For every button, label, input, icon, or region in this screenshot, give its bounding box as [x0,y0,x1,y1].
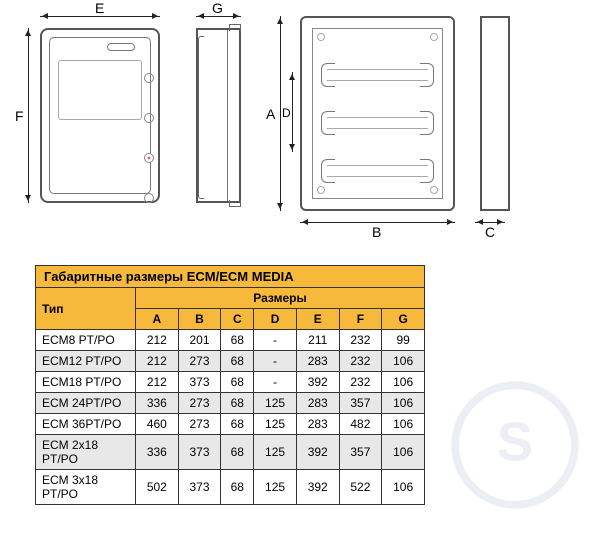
cell-value: 68 [221,372,254,393]
dim-label-D: D [282,106,291,120]
cell-value: 201 [178,330,221,351]
cell-value: 273 [178,414,221,435]
cell-value: 212 [136,372,179,393]
cell-value: 106 [382,393,425,414]
cell-value: 373 [178,470,221,505]
cell-value: 283 [296,414,339,435]
cell-value: 68 [221,330,254,351]
table-row: ECM 2x18 PT/PO33637368125392357106 [36,435,425,470]
cell-value: 211 [296,330,339,351]
cell-type: ECM8 PT/PO [36,330,136,351]
dim-label-C: C [485,224,495,240]
watermark: S [450,380,580,510]
cell-type: ECM 24PT/PO [36,393,136,414]
diagram-front-closed: E F [25,10,170,220]
table-row: ECM8 PT/PO21220168-21123299 [36,330,425,351]
cell-value: 68 [221,435,254,470]
col-header-sizes: Размеры [136,288,425,309]
cell-type: ECM12 PT/PO [36,351,136,372]
cell-value: 460 [136,414,179,435]
cell-value: 392 [296,435,339,470]
col-header-type: Тип [36,288,136,330]
cell-value: 106 [382,351,425,372]
cell-value: 106 [382,435,425,470]
dim-label-G: G [212,0,223,16]
cell-value: 125 [254,414,297,435]
cell-value: 68 [221,393,254,414]
cell-value: 392 [296,372,339,393]
cell-value: 392 [296,470,339,505]
cell-value: 212 [136,351,179,372]
cell-type: ECM18 PT/PO [36,372,136,393]
cell-value: 68 [221,351,254,372]
col-header-D: D [254,309,297,330]
cell-value: 232 [339,372,382,393]
svg-text:S: S [497,412,533,473]
cell-value: - [254,372,297,393]
cell-value: 502 [136,470,179,505]
cell-value: 273 [178,351,221,372]
cell-value: 373 [178,372,221,393]
dim-label-E: E [95,0,104,16]
cell-value: 232 [339,330,382,351]
cell-value: - [254,330,297,351]
cell-value: 232 [339,351,382,372]
dim-label-F: F [15,108,24,124]
cell-value: 336 [136,435,179,470]
table-row: ECM18 PT/PO21237368-392232106 [36,372,425,393]
cell-value: 357 [339,393,382,414]
cell-value: 106 [382,470,425,505]
cell-value: 125 [254,435,297,470]
col-header-F: F [339,309,382,330]
table-row: ECM12 PT/PO21227368-283232106 [36,351,425,372]
cell-value: 212 [136,330,179,351]
cell-value: 106 [382,414,425,435]
cell-value: 357 [339,435,382,470]
cell-value: 482 [339,414,382,435]
col-header-E: E [296,309,339,330]
cell-value: 125 [254,470,297,505]
table-title: Габаритные размеры ECM/ECM MEDIA [36,266,425,288]
cell-value: 68 [221,414,254,435]
cell-value: 283 [296,393,339,414]
cell-value: 336 [136,393,179,414]
cell-value: 373 [178,435,221,470]
cell-value: 283 [296,351,339,372]
cell-type: ECM 3x18 PT/PO [36,470,136,505]
col-header-B: B [178,309,221,330]
cell-value: 106 [382,372,425,393]
cell-value: 68 [221,470,254,505]
cell-value: 99 [382,330,425,351]
col-header-C: C [221,309,254,330]
diagram-side: G [190,10,250,220]
technical-diagrams: E F G A D [0,0,600,260]
cell-value: - [254,351,297,372]
col-header-A: A [136,309,179,330]
cell-type: ECM 36PT/PO [36,414,136,435]
col-header-G: G [382,309,425,330]
cell-value: 273 [178,393,221,414]
table-row: ECM 24PT/PO33627368125283357106 [36,393,425,414]
dim-label-A: A [266,106,275,122]
table-row: ECM 3x18 PT/PO50237368125392522106 [36,470,425,505]
cell-value: 125 [254,393,297,414]
dimensions-table: Габаритные размеры ECM/ECM MEDIA Тип Раз… [0,260,435,510]
cell-value: 522 [339,470,382,505]
table-body: ECM8 PT/PO21220168-21123299ECM12 PT/PO21… [36,330,425,505]
diagram-front-open: A D B C [270,10,510,235]
cell-type: ECM 2x18 PT/PO [36,435,136,470]
table-row: ECM 36PT/PO46027368125283482106 [36,414,425,435]
dim-label-B: B [372,224,381,240]
